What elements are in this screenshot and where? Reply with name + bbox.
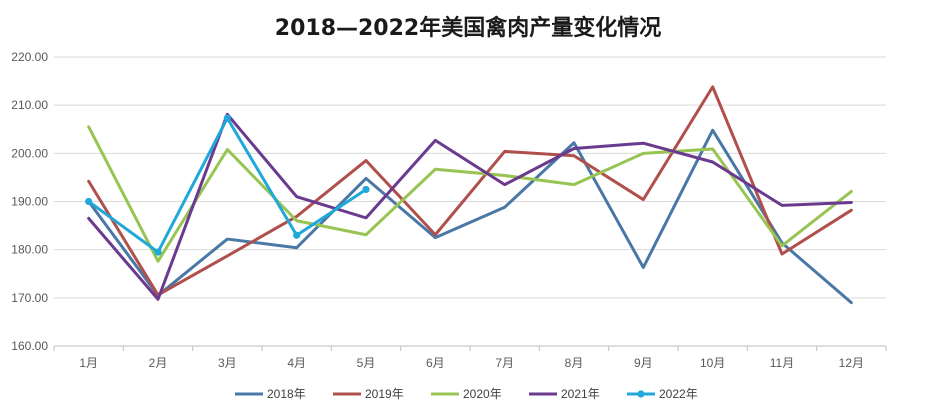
legend-label: 2022年: [659, 387, 698, 401]
series-2020年: [87, 125, 853, 263]
chart-title: 2018—2022年美国禽肉产量变化情况: [275, 15, 661, 41]
x-tick-label: 5月: [357, 356, 376, 370]
series-2022年: [85, 114, 370, 256]
y-tick-label: 160.00: [11, 339, 48, 353]
x-tick-label: 11月: [770, 356, 794, 370]
x-tick-label: 2月: [149, 356, 168, 370]
legend-label: 2018年: [267, 387, 306, 401]
legend-item: 2020年: [431, 387, 502, 401]
x-tick-label: 8月: [565, 356, 584, 370]
y-tick-label: 200.00: [11, 146, 48, 160]
data-point: [154, 248, 162, 256]
data-point: [362, 185, 370, 194]
x-tick-label: 4月: [287, 356, 306, 370]
y-tick-label: 220.00: [11, 50, 48, 64]
y-tick-label: 170.00: [11, 291, 48, 305]
y-tick-label: 190.00: [11, 195, 48, 209]
legend-item: 2022年: [627, 387, 698, 401]
legend-marker: [637, 390, 645, 398]
x-tick-label: 6月: [426, 356, 445, 370]
series-line: [87, 112, 853, 301]
x-tick-label: 12月: [839, 356, 864, 370]
legend-item: 2021年: [529, 387, 600, 401]
x-tick-label: 3月: [218, 356, 237, 370]
series-line: [87, 128, 853, 305]
data-point: [223, 114, 231, 122]
series-2019年: [87, 85, 853, 297]
legend-label: 2021年: [561, 387, 600, 401]
x-tick-label: 9月: [634, 356, 653, 370]
data-point: [293, 231, 301, 239]
legend-item: 2018年: [235, 387, 306, 401]
series-2018年: [87, 128, 853, 305]
x-tick-label: 1月: [79, 356, 98, 370]
series-line: [87, 125, 853, 263]
series-2021年: [87, 112, 853, 301]
legend-item: 2019年: [333, 387, 404, 401]
legend-label: 2019年: [365, 387, 404, 401]
legend-label: 2020年: [463, 387, 502, 401]
series-line: [87, 85, 853, 297]
y-tick-label: 180.00: [11, 243, 48, 257]
series-line: [87, 116, 368, 254]
x-tick-label: 10月: [700, 356, 725, 370]
data-point: [85, 197, 93, 206]
x-tick-label: 7月: [495, 356, 514, 370]
y-tick-label: 210.00: [11, 98, 48, 112]
